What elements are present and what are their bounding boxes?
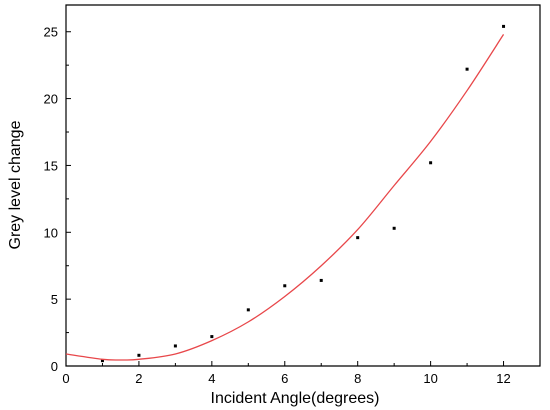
data-point: [429, 161, 433, 165]
data-point: [100, 359, 104, 363]
y-tick-label: 5: [51, 292, 58, 307]
y-axis-title: Grey level change: [7, 120, 24, 249]
axis-tick-labels: 0 2 4 6 8 10 12 0 5 10 15 20 25: [44, 25, 511, 386]
data-point: [137, 353, 141, 357]
y-tick-label: 25: [44, 25, 58, 40]
series-layer: [65, 24, 506, 363]
data-point: [283, 284, 287, 288]
plot-area: [65, 4, 541, 367]
data-point: [392, 226, 396, 230]
fit-curve: [65, 34, 505, 361]
y-tick-label: 20: [44, 92, 58, 107]
data-point: [210, 335, 214, 339]
plot-frame: [65, 4, 541, 367]
data-point: [173, 344, 177, 348]
x-tick-label: 12: [496, 371, 510, 386]
x-tick-label: 10: [423, 371, 437, 386]
data-point: [356, 236, 360, 240]
x-tick-label: 2: [135, 371, 142, 386]
x-axis-title: Incident Angle(degrees): [211, 390, 380, 407]
y-tick-label: 15: [44, 158, 58, 173]
data-point: [502, 24, 506, 28]
x-tick-label: 4: [208, 371, 215, 386]
data-point: [246, 308, 250, 312]
x-tick-label: 6: [281, 371, 288, 386]
y-tick-label: 10: [44, 225, 58, 240]
y-tick-label: 0: [51, 359, 58, 374]
data-point: [465, 67, 469, 71]
x-tick-label: 0: [62, 371, 69, 386]
axis-ticks: [65, 31, 505, 367]
x-tick-label: 8: [354, 371, 361, 386]
data-point: [319, 278, 323, 282]
